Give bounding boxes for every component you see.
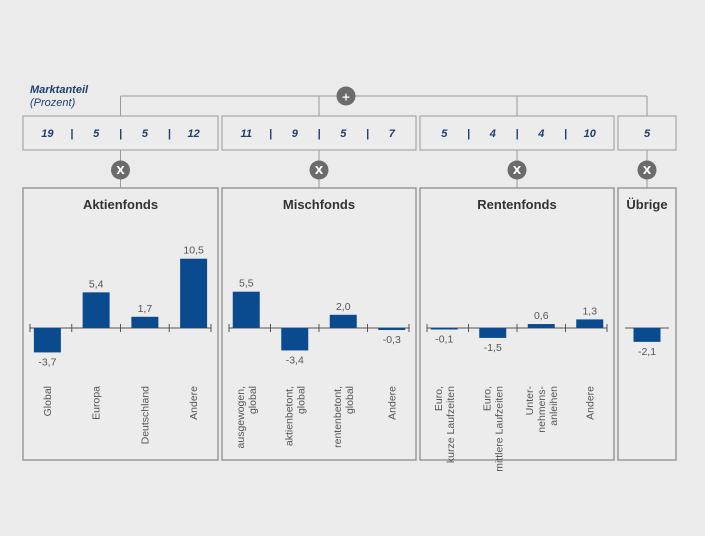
data-label: 1,3 <box>582 305 597 317</box>
share-box-3 <box>617 115 677 151</box>
share-value: 5 <box>340 128 347 140</box>
data-label: -3,4 <box>286 354 304 366</box>
plus-circle <box>336 86 356 106</box>
share-separator: | <box>119 128 122 140</box>
data-label: -1,5 <box>484 342 502 354</box>
group-panel-3 <box>617 187 677 461</box>
share-separator: | <box>564 128 567 140</box>
share-separator: | <box>70 128 73 140</box>
data-label: -3,7 <box>38 356 56 368</box>
data-label: -0,3 <box>383 334 401 346</box>
data-label: -0,1 <box>435 334 453 346</box>
bar <box>430 328 458 330</box>
data-label: 5,5 <box>239 278 254 290</box>
group-title: Übrige <box>626 197 667 212</box>
share-value: 5 <box>93 128 100 140</box>
times-icon: X <box>116 164 125 177</box>
group-title: Rentenfonds <box>477 197 556 212</box>
share-value: 5 <box>644 128 651 140</box>
share-box-2 <box>419 115 615 151</box>
share-value: 5 <box>441 128 448 140</box>
times-circle <box>637 160 657 180</box>
legend: Marktanteil (Prozent) <box>30 84 88 110</box>
bar <box>281 328 309 351</box>
bar <box>633 328 661 342</box>
category-label: aktienbetont,global <box>283 386 307 446</box>
share-value: 10 <box>584 128 597 140</box>
bar <box>232 291 260 328</box>
times-icon: X <box>513 164 522 177</box>
share-box-1 <box>221 115 417 151</box>
data-label: 0,6 <box>534 310 549 322</box>
category-label: Andere <box>188 386 200 420</box>
category-label: Europa <box>91 386 103 420</box>
bar <box>33 328 61 353</box>
category-label: Unter-nehmens-anleihen <box>524 386 560 433</box>
group-title: Aktienfonds <box>83 197 158 212</box>
legend-title: Marktanteil <box>30 84 89 96</box>
category-label: rentenbetont,global <box>332 386 356 448</box>
category-label: Euro,mittlere Laufzeiten <box>481 386 505 472</box>
share-value: 12 <box>188 128 200 140</box>
share-box-0 <box>22 115 219 151</box>
bar <box>479 328 507 338</box>
share-separator: | <box>467 128 470 140</box>
times-circle <box>309 160 329 180</box>
share-value: 5 <box>142 128 149 140</box>
bar <box>131 316 159 328</box>
category-label: Global <box>42 386 54 416</box>
group-title: Mischfonds <box>283 197 355 212</box>
bar <box>82 292 110 328</box>
data-label: 1,7 <box>138 303 153 315</box>
share-value: 4 <box>489 128 496 140</box>
bar <box>378 328 406 330</box>
bar <box>576 319 604 328</box>
share-value: 11 <box>241 128 252 140</box>
share-separator: | <box>269 128 272 140</box>
legend-unit: (Prozent) <box>30 97 76 109</box>
data-label: 2,0 <box>336 301 351 313</box>
times-circle <box>507 160 527 180</box>
plus-icon: + <box>341 91 350 104</box>
data-label: -2,1 <box>638 346 656 358</box>
data-label: 5,4 <box>89 278 104 290</box>
category-label: Euro,kurze Laufzeiten <box>433 386 457 463</box>
share-value: 19 <box>41 128 54 140</box>
bar <box>527 324 555 328</box>
share-separator: | <box>317 128 320 140</box>
bar <box>180 258 208 328</box>
share-value: 4 <box>537 128 544 140</box>
category-label: ausgewogen,global <box>235 386 259 448</box>
share-separator: | <box>515 128 518 140</box>
times-circle <box>111 160 130 180</box>
share-separator: | <box>168 128 171 140</box>
bar <box>329 314 357 328</box>
data-label: 10,5 <box>183 245 204 257</box>
share-value: 9 <box>292 128 299 140</box>
category-label: Deutschland <box>139 386 151 445</box>
times-icon: X <box>315 164 324 177</box>
share-value: 7 <box>389 128 396 140</box>
times-icon: X <box>643 164 652 177</box>
share-separator: | <box>366 128 369 140</box>
category-label: Andere <box>386 386 398 420</box>
category-label: Andere <box>584 386 596 420</box>
